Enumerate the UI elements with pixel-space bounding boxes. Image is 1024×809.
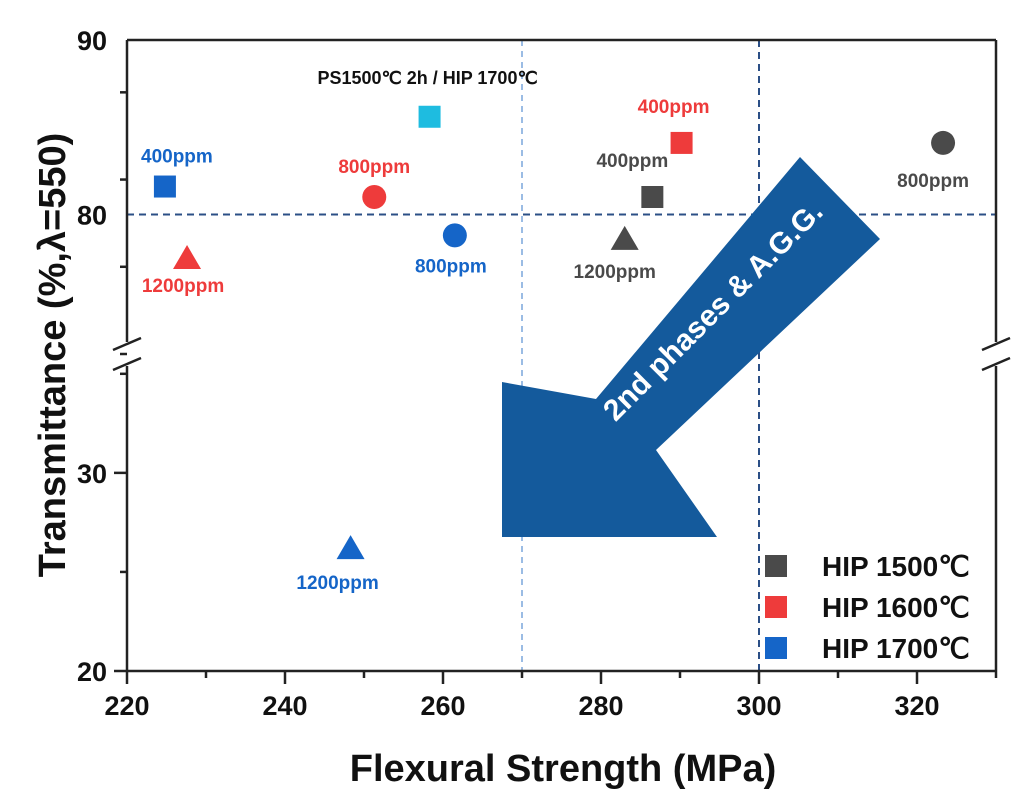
left-axis-break-mark xyxy=(112,356,142,372)
data-point-label: 1200ppm xyxy=(574,262,656,283)
right-axis-break-mark xyxy=(981,356,1011,372)
y-tick-label: 30 xyxy=(77,459,107,489)
legend-entry-label: HIP 1600℃ xyxy=(822,592,970,623)
series-annotation-label: PS1500℃ 2h / HIP 1700℃ xyxy=(317,68,537,88)
data-point-square xyxy=(670,131,693,154)
y-tick-label: 80 xyxy=(77,200,107,230)
data-point-triangle xyxy=(610,225,639,250)
data-point-label: 800ppm xyxy=(338,157,410,178)
axes xyxy=(112,38,1011,684)
tick-labels: 220 240 260 280 300 320 20 30 80 90 xyxy=(77,26,940,721)
x-tick-label: 220 xyxy=(104,691,149,721)
trend-arrow-shape xyxy=(502,157,880,537)
legend-entry-label: HIP 1500℃ xyxy=(822,551,970,582)
legend-swatch xyxy=(765,637,787,659)
x-tick-label: 300 xyxy=(736,691,781,721)
data-point-triangle xyxy=(173,245,202,270)
left-axis-break-mark xyxy=(112,336,142,352)
data-point-triangle xyxy=(336,535,365,560)
data-point-label: 400ppm xyxy=(638,97,710,118)
data-point-label: 400ppm xyxy=(596,151,668,172)
data-point-square xyxy=(153,175,176,198)
data-point-circle xyxy=(362,185,387,209)
x-tick-label: 320 xyxy=(894,691,939,721)
data-point-square xyxy=(641,186,664,208)
x-tick-label: 240 xyxy=(262,691,307,721)
data-points: 400ppm 800ppm 1200ppm 400ppm 800ppm 1200ppm 40… xyxy=(141,68,969,594)
data-point-label: 400ppm xyxy=(141,147,213,168)
data-point-label: 800ppm xyxy=(897,171,969,192)
data-point-circle xyxy=(442,223,467,248)
x-tick-label: 280 xyxy=(578,691,623,721)
y-tick-label: 20 xyxy=(77,657,107,687)
data-point-label: 1200ppm xyxy=(296,573,378,594)
x-tick-label: 260 xyxy=(420,691,465,721)
legend-swatch xyxy=(765,555,787,577)
legend-swatch xyxy=(765,596,787,618)
x-axis-title: Flexural Strength (MPa) xyxy=(350,748,777,790)
data-point-circle xyxy=(931,130,956,155)
legend: HIP 1500℃ HIP 1600℃ HIP 1700℃ xyxy=(765,551,970,664)
data-point-label: 1200ppm xyxy=(142,276,224,297)
y-axis-title: Transmittance (%,λ=550) xyxy=(32,133,74,578)
data-point-label: 800ppm xyxy=(415,256,487,277)
right-axis-break-mark xyxy=(981,336,1011,352)
legend-entry-label: HIP 1700℃ xyxy=(822,633,970,664)
data-point-square xyxy=(418,105,441,128)
y-tick-label: 90 xyxy=(77,26,107,56)
